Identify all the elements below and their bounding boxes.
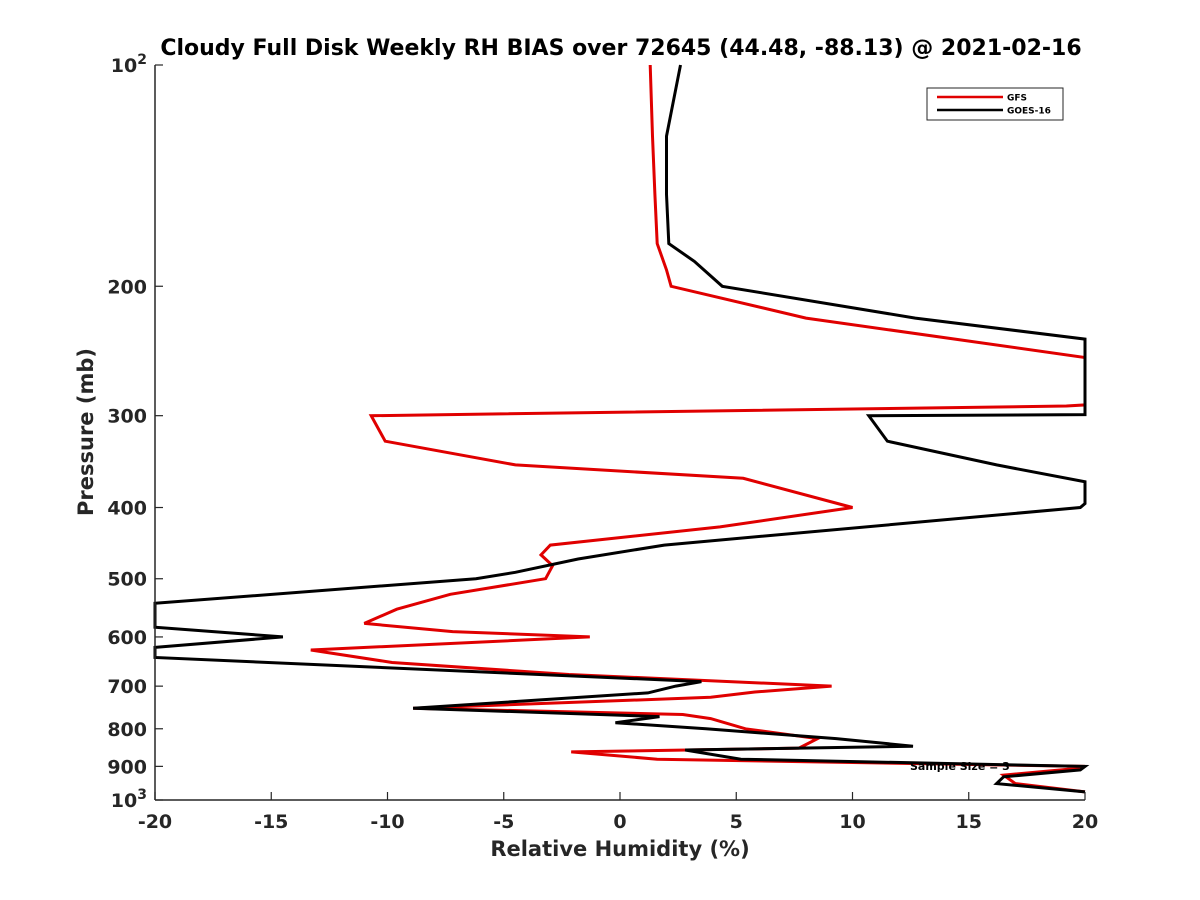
x-ticks: -20 -15 -10 -5 0 5 10 15 20: [138, 792, 1098, 833]
x-tick-label: -10: [370, 811, 404, 833]
x-tick-label: 20: [1072, 811, 1098, 833]
series-line-goes16: [153, 64, 1090, 794]
legend-label-goes16: GOES-16: [1007, 107, 1051, 117]
plot-area: -20 -15 -10 -5 0 5 10 15 20 102 200 300 400 500 600 70…: [107, 52, 1098, 833]
y-tick-label: 700: [107, 676, 147, 698]
y-tick-label: 400: [107, 498, 147, 520]
y-axis-label: Pressure (mb): [74, 348, 98, 516]
y-tick-label: 500: [107, 569, 147, 591]
y-tick-label: 900: [107, 756, 147, 778]
x-tick-label: 5: [730, 811, 743, 833]
x-tick-label: -5: [493, 811, 514, 833]
x-tick-label: -15: [254, 811, 288, 833]
legend-box: [926, 87, 1064, 121]
series-layer: [153, 64, 1090, 794]
x-tick-label: 10: [839, 811, 865, 833]
legend-label-gfs: GFS: [1007, 94, 1027, 104]
legend: GFS GOES-16: [926, 87, 1064, 121]
y-tick-label: 102: [111, 52, 147, 77]
x-axis-label: Relative Humidity (%): [490, 837, 749, 861]
sample-size-annotation: Sample Size = 3: [910, 760, 1010, 773]
x-tick-label: 15: [956, 811, 982, 833]
y-tick-label: 600: [107, 627, 147, 649]
y-ticks: 102 200 300 400 500 600 700 800 900 103: [107, 52, 163, 812]
y-tick-label: 300: [107, 406, 147, 428]
y-tick-label: 800: [107, 719, 147, 741]
y-tick-label: 200: [107, 276, 147, 298]
y-tick-label: 103: [111, 787, 147, 812]
x-tick-label: -20: [138, 811, 172, 833]
chart-title: Cloudy Full Disk Weekly RH BIAS over 726…: [160, 36, 1081, 61]
x-tick-label: 0: [613, 811, 626, 833]
